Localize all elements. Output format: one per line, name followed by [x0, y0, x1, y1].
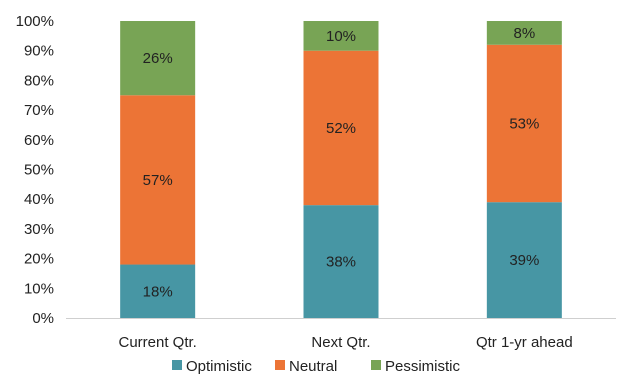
legend-swatch-neutral — [275, 360, 285, 370]
y-tick-label: 80% — [24, 72, 54, 89]
y-tick-label: 30% — [24, 221, 54, 238]
bar-segment-pessimistic — [486, 21, 562, 45]
data-label: 52% — [326, 120, 356, 137]
data-label: 39% — [509, 252, 539, 269]
bar-segment-pessimistic — [120, 21, 196, 96]
bar-segment-pessimistic — [303, 21, 379, 51]
legend-swatch-pessimistic — [371, 360, 381, 370]
y-tick-label: 10% — [24, 280, 54, 297]
legend: Optimistic Neutral Pessimistic — [172, 358, 461, 375]
y-tick-label: 50% — [24, 162, 54, 179]
y-tick-label: 0% — [32, 310, 54, 327]
data-label: 38% — [326, 254, 356, 271]
bar-segment-optimistic — [303, 205, 379, 318]
y-tick-label: 90% — [24, 43, 54, 60]
x-category-label: Next Qtr. — [311, 334, 370, 351]
data-label: 57% — [143, 172, 173, 189]
y-axis: 0% 10% 20% 30% 40% 50% 60% 70% 80% 90% 100% — [16, 13, 54, 327]
y-tick-label: 70% — [24, 102, 54, 119]
bar-segment-neutral — [486, 44, 562, 203]
y-tick-label: 20% — [24, 251, 54, 268]
y-tick-label: 100% — [16, 13, 54, 30]
legend-label-optimistic: Optimistic — [186, 358, 252, 375]
data-label: 26% — [143, 50, 173, 67]
x-category-label: Qtr 1-yr ahead — [476, 334, 573, 351]
data-label: 8% — [513, 25, 535, 42]
x-axis: Current Qtr. Next Qtr. Qtr 1-yr ahead — [66, 318, 616, 351]
bar-segment-neutral — [120, 95, 196, 265]
bar-segment-neutral — [303, 50, 379, 206]
data-label: 10% — [326, 28, 356, 45]
legend-label-neutral: Neutral — [289, 358, 337, 375]
y-tick-label: 40% — [24, 191, 54, 208]
data-label: 53% — [509, 115, 539, 132]
bar-segment-optimistic — [486, 202, 562, 318]
y-tick-label: 60% — [24, 132, 54, 149]
bar-segment-optimistic — [120, 264, 196, 318]
bars: 18% 57% 26% 38% 52% 10% 39% 53% 8% — [120, 21, 562, 318]
legend-swatch-optimistic — [172, 360, 182, 370]
legend-label-pessimistic: Pessimistic — [385, 358, 461, 375]
data-label: 18% — [143, 283, 173, 300]
x-category-label: Current Qtr. — [118, 334, 196, 351]
